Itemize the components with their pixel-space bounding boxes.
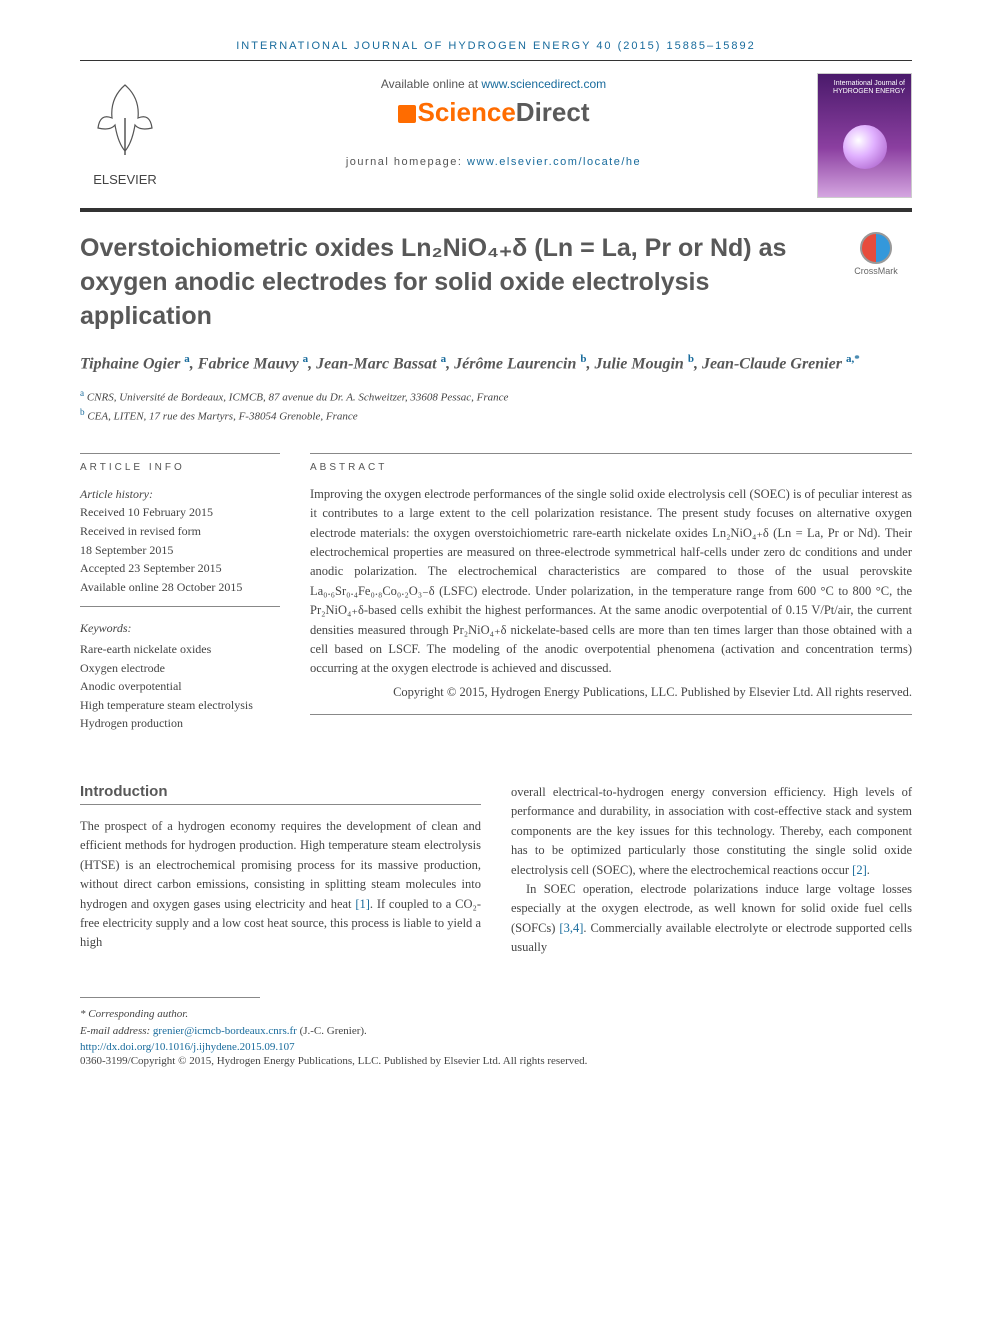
journal-reference: INTERNATIONAL JOURNAL OF HYDROGEN ENERGY…: [80, 40, 912, 52]
keywords: Keywords: Rare-earth nickelate oxides Ox…: [80, 619, 280, 733]
article-title: Overstoichiometric oxides Ln₂NiO₄₊δ (Ln …: [80, 232, 820, 333]
elsevier-tree-icon: [80, 73, 170, 163]
history-label: Article history:: [80, 485, 280, 504]
sciencedirect-block: Available online at www.sciencedirect.co…: [190, 73, 797, 168]
cover-title: International Journal of HYDROGEN ENERGY: [818, 80, 905, 97]
abstract-column: ABSTRACT Improving the oxygen electrode …: [310, 453, 912, 733]
homepage-url[interactable]: www.elsevier.com/locate/he: [467, 156, 641, 168]
homepage-prefix: journal homepage:: [346, 156, 467, 168]
abstract-body: Improving the oxygen electrode performan…: [310, 487, 912, 675]
footnote-separator: [80, 997, 260, 1006]
corr-label: * Corresponding author.: [80, 1008, 188, 1020]
keyword-item: Oxygen electrode: [80, 659, 280, 678]
revised-date: 18 September 2015: [80, 541, 280, 560]
available-online-line: Available online at www.sciencedirect.co…: [190, 77, 797, 91]
crossmark-badge[interactable]: CrossMark: [840, 232, 912, 333]
available-prefix: Available online at: [381, 77, 482, 91]
keyword-item: Anodic overpotential: [80, 677, 280, 696]
revised-label: Received in revised form: [80, 522, 280, 541]
accepted-date: Accepted 23 September 2015: [80, 559, 280, 578]
crossmark-label: CrossMark: [854, 266, 898, 276]
intro-text-right: overall electrical-to-hydrogen energy co…: [511, 783, 912, 957]
abstract-text: Improving the oxygen electrode performan…: [310, 485, 912, 715]
body-col-right: overall electrical-to-hydrogen energy co…: [511, 783, 912, 957]
abstract-copyright: Copyright © 2015, Hydrogen Energy Public…: [310, 683, 912, 702]
cover-graphic: [843, 125, 887, 169]
elsevier-label: ELSEVIER: [80, 172, 170, 187]
email-line: E-mail address: grenier@icmcb-bordeaux.c…: [80, 1023, 912, 1040]
sciencedirect-url[interactable]: www.sciencedirect.com: [481, 77, 606, 91]
corresponding-author: * Corresponding author.: [80, 1006, 912, 1023]
article-history: Article history: Received 10 February 20…: [80, 485, 280, 608]
journal-cover-thumbnail: International Journal of HYDROGEN ENERGY: [817, 73, 912, 198]
homepage-line: journal homepage: www.elsevier.com/locat…: [190, 156, 797, 168]
keyword-item: High temperature steam electrolysis: [80, 696, 280, 715]
sciencedirect-logo: ScienceDirect: [190, 97, 797, 128]
abstract-head: ABSTRACT: [310, 453, 912, 473]
article-info-sidebar: ARTICLE INFO Article history: Received 1…: [80, 453, 280, 733]
introduction-heading: Introduction: [80, 783, 481, 805]
intro-text-left: The prospect of a hydrogen economy requi…: [80, 817, 481, 953]
crossmark-icon: [860, 232, 892, 264]
article-info-head: ARTICLE INFO: [80, 453, 280, 473]
bottom-copyright: 0360-3199/Copyright © 2015, Hydrogen Ene…: [80, 1055, 912, 1067]
email-label: E-mail address:: [80, 1025, 153, 1037]
received-date: Received 10 February 2015: [80, 503, 280, 522]
affiliation-b: b CEA, LITEN, 17 rue des Martyrs, F-3805…: [80, 406, 912, 425]
keyword-item: Hydrogen production: [80, 714, 280, 733]
keyword-item: Rare-earth nickelate oxides: [80, 640, 280, 659]
doi-link[interactable]: http://dx.doi.org/10.1016/j.ijhydene.201…: [80, 1041, 912, 1053]
body-columns: Introduction The prospect of a hydrogen …: [80, 783, 912, 957]
online-date: Available online 28 October 2015: [80, 578, 280, 597]
sd-logo-dark: Direct: [516, 97, 590, 127]
affiliations: a CNRS, Université de Bordeaux, ICMCB, 8…: [80, 387, 912, 425]
elsevier-logo: ELSEVIER: [80, 73, 170, 187]
publisher-banner: ELSEVIER Available online at www.science…: [80, 60, 912, 212]
sd-icon: [398, 105, 416, 123]
body-col-left: Introduction The prospect of a hydrogen …: [80, 783, 481, 957]
corr-email[interactable]: grenier@icmcb-bordeaux.cnrs.fr: [153, 1025, 297, 1037]
affiliation-a: a CNRS, Université de Bordeaux, ICMCB, 8…: [80, 387, 912, 406]
keywords-head: Keywords:: [80, 619, 280, 638]
author-list: Tiphaine Ogier a, Fabrice Mauvy a, Jean-…: [80, 351, 912, 376]
email-suffix: (J.-C. Grenier).: [297, 1025, 367, 1037]
sd-logo-orange: Science: [418, 97, 516, 127]
